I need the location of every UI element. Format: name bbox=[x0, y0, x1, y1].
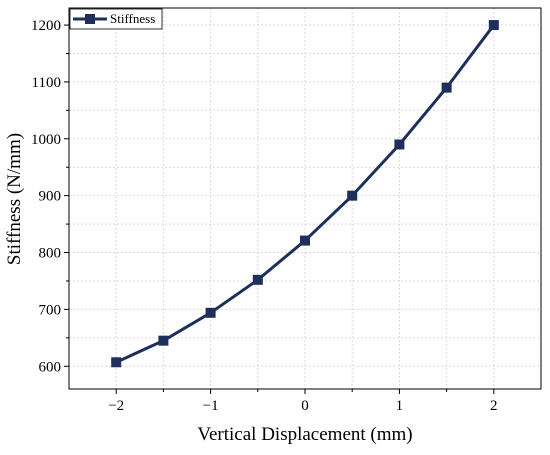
data-point-marker bbox=[347, 190, 358, 201]
data-point-marker bbox=[488, 20, 499, 31]
x-tick-label: 0 bbox=[301, 398, 309, 414]
x-axis-title: Vertical Displacement (mm) bbox=[197, 424, 412, 445]
x-tick-label: 1 bbox=[396, 398, 404, 414]
y-tick-label: 1200 bbox=[31, 18, 61, 34]
data-point-marker bbox=[111, 357, 122, 368]
data-point-marker bbox=[158, 335, 169, 346]
y-tick-label: 1000 bbox=[31, 132, 61, 148]
axis-ticks: −2 −1 0 1 2 600 700 800 900 1000 1100 1200 bbox=[31, 18, 498, 414]
y-tick-label: 900 bbox=[39, 189, 62, 205]
y-axis-title: Stiffness (N/mm) bbox=[4, 133, 25, 265]
data-point-marker bbox=[441, 82, 452, 93]
legend-square-marker bbox=[85, 14, 95, 24]
x-tick-label: 2 bbox=[490, 398, 498, 414]
data-point-marker bbox=[300, 235, 310, 246]
data-point-marker bbox=[252, 274, 263, 285]
x-tick-label: −1 bbox=[203, 398, 219, 414]
data-point-marker bbox=[394, 139, 405, 150]
data-point-marker bbox=[205, 307, 216, 318]
y-tick-label: 800 bbox=[39, 246, 62, 262]
y-tick-label: 600 bbox=[39, 359, 62, 375]
legend-label: Stiffness bbox=[110, 11, 155, 26]
y-tick-label: 700 bbox=[39, 302, 62, 318]
series-layer bbox=[111, 20, 499, 368]
grid bbox=[69, 8, 541, 389]
y-tick-label: 1100 bbox=[32, 75, 61, 91]
x-tick-label: −2 bbox=[108, 398, 124, 414]
legend: Stiffness bbox=[69, 8, 163, 30]
